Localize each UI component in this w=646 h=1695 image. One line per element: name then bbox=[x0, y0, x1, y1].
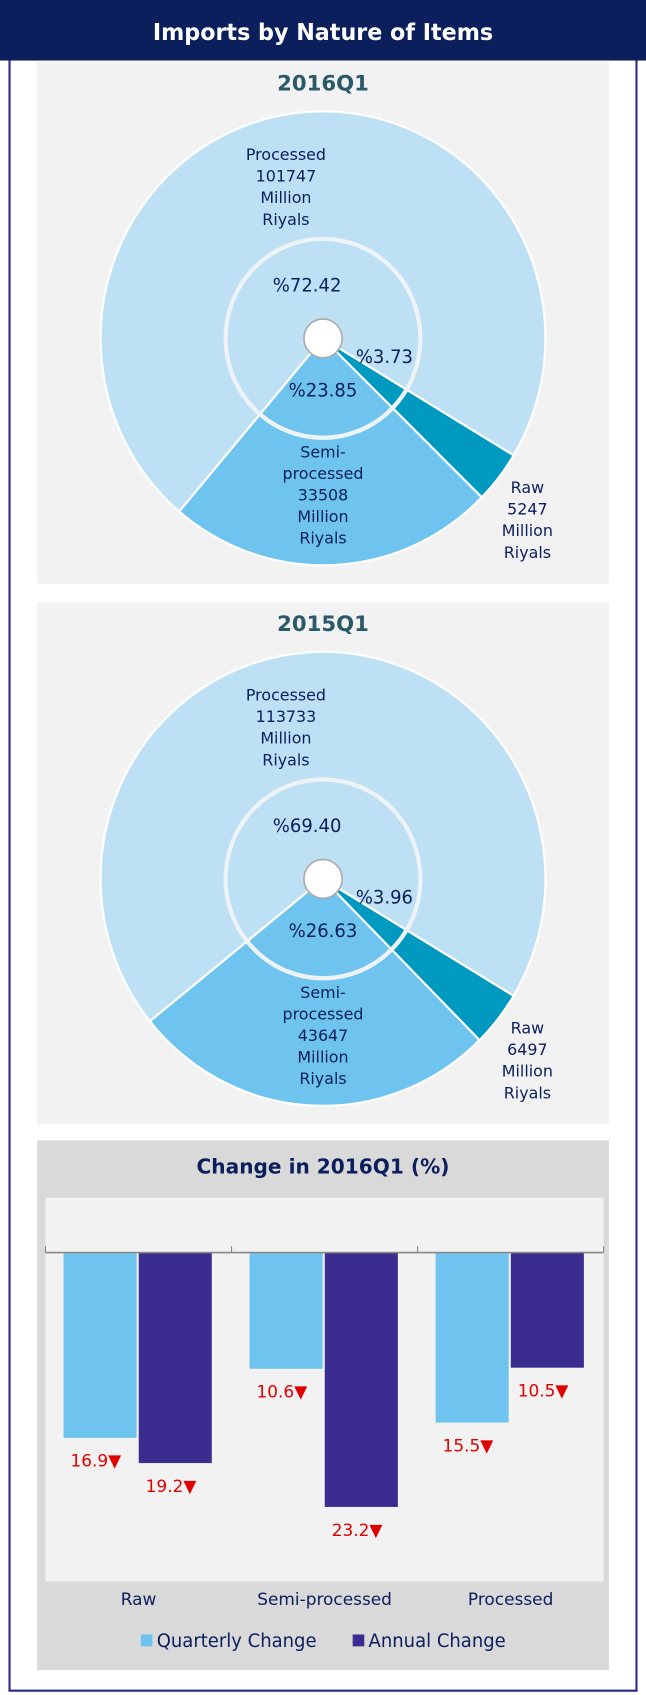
unit-label: Million Riyals bbox=[297, 506, 349, 549]
pie-slice bbox=[177, 336, 484, 567]
slice-label-box: Processed 113733 Million Riyals bbox=[238, 684, 333, 770]
chart-title: 2015Q1 bbox=[277, 612, 369, 637]
bar bbox=[138, 1252, 212, 1464]
percent-label: %69.40 bbox=[273, 816, 342, 837]
data-label: 16.9▼ bbox=[70, 1452, 122, 1472]
x-tick-label: Processed bbox=[468, 1590, 553, 1610]
x-tick-label: Semi-processed bbox=[257, 1590, 392, 1610]
chart-title: Change in 2016Q1 (%) bbox=[197, 1154, 450, 1178]
inner-ring bbox=[223, 777, 423, 981]
slice-value: 101747 bbox=[255, 166, 317, 186]
x-tick-label: Raw bbox=[121, 1590, 157, 1610]
percent-label: %23.85 bbox=[289, 380, 358, 401]
unit-label: Million Riyals bbox=[501, 1061, 553, 1103]
center-hole bbox=[303, 318, 343, 359]
legend-swatch bbox=[352, 1634, 365, 1647]
unit-label: Million Riyals bbox=[260, 728, 312, 770]
slice-label-box: Semi-processed 43647 Million Riyals bbox=[275, 982, 370, 1090]
slice-value: 33508 bbox=[297, 485, 349, 505]
category-name: Processed bbox=[245, 144, 326, 165]
slice-label-box: Raw 5247 Million Riyals bbox=[480, 477, 575, 563]
plot-area bbox=[45, 1197, 604, 1582]
slice-label-box: Raw 6497 Million Riyals bbox=[480, 1017, 575, 1103]
center-hole bbox=[303, 858, 343, 900]
slice-value: 6497 bbox=[507, 1039, 548, 1060]
category-name: Processed bbox=[245, 685, 326, 705]
percent-label: %3.96 bbox=[356, 887, 413, 908]
pie-slice bbox=[148, 877, 482, 1107]
page-title: Imports by Nature of Items bbox=[153, 20, 493, 46]
header bbox=[0, 0, 646, 61]
legend-label: Quarterly Change bbox=[157, 1631, 317, 1652]
category-name: Semi-processed bbox=[282, 982, 364, 1024]
category-name: Semi-processed bbox=[282, 442, 364, 484]
inner-ring bbox=[223, 236, 423, 440]
unit-label: Million Riyals bbox=[501, 521, 553, 563]
bar bbox=[324, 1252, 398, 1507]
legend-swatch bbox=[140, 1634, 153, 1647]
percent-label: %72.42 bbox=[273, 275, 342, 296]
unit-label: Million Riyals bbox=[297, 1047, 349, 1089]
slice-label-box: Processed 101747 Million Riyals bbox=[238, 144, 333, 230]
unit-label: Million Riyals bbox=[260, 188, 312, 230]
bar bbox=[249, 1252, 323, 1369]
data-label: 10.5▼ bbox=[518, 1381, 570, 1401]
pie-slice bbox=[99, 650, 547, 1023]
bar bbox=[435, 1252, 509, 1423]
category-name: Raw bbox=[510, 1018, 545, 1038]
slice-value: 5247 bbox=[507, 499, 548, 519]
slice-value: 113733 bbox=[255, 706, 317, 727]
data-label: 23.2▼ bbox=[332, 1521, 384, 1541]
bar bbox=[63, 1252, 137, 1438]
data-label: 15.5▼ bbox=[443, 1436, 495, 1456]
percent-label: %26.63 bbox=[289, 921, 358, 942]
slice-label-box: Semi-processed 33508 Million Riyals bbox=[275, 441, 370, 549]
data-label: 10.6▼ bbox=[257, 1382, 309, 1402]
category-name: Raw bbox=[510, 477, 545, 498]
legend-label: Annual Change bbox=[369, 1631, 506, 1652]
data-label: 19.2▼ bbox=[146, 1477, 198, 1497]
bar bbox=[510, 1252, 584, 1368]
pie-slice bbox=[99, 110, 547, 514]
chart-title: 2016Q1 bbox=[277, 71, 369, 96]
slice-value: 43647 bbox=[297, 1025, 349, 1046]
percent-label: %3.73 bbox=[356, 347, 413, 368]
